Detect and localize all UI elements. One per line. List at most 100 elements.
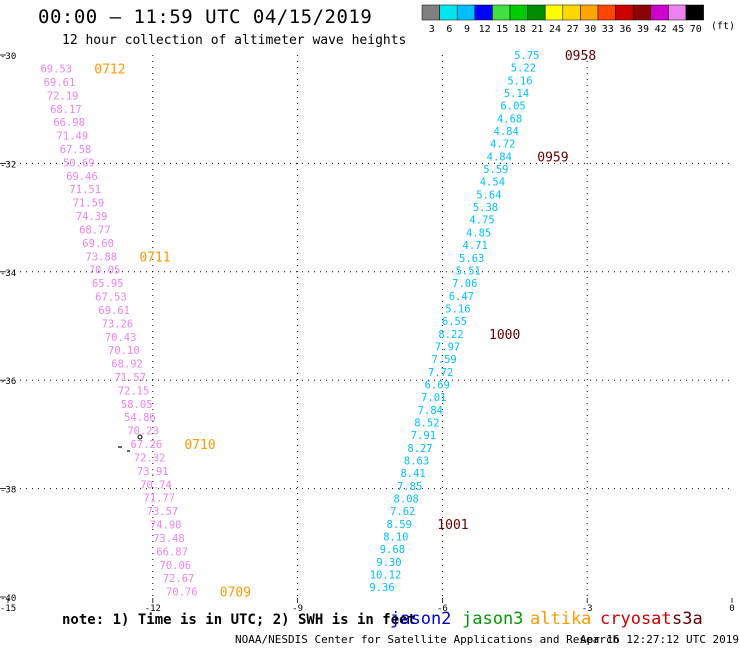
data-label: 6.69 bbox=[425, 379, 450, 391]
scale-label: 33 bbox=[602, 24, 614, 35]
scale-swatch bbox=[439, 4, 458, 21]
scale-swatch bbox=[650, 4, 669, 21]
data-label: 72.15 bbox=[118, 385, 150, 397]
data-label: 73.88 bbox=[86, 251, 118, 263]
data-label: 66.98 bbox=[53, 117, 85, 129]
data-label: 73.48 bbox=[153, 533, 185, 545]
scale-label: 30 bbox=[584, 24, 596, 35]
data-label: 70.76 bbox=[166, 587, 198, 599]
data-label: 4.84 bbox=[487, 151, 512, 163]
scale-label: 36 bbox=[619, 24, 631, 35]
data-label: 6.47 bbox=[449, 291, 474, 303]
data-label: 73.91 bbox=[137, 466, 169, 478]
data-label: 50.69 bbox=[63, 157, 95, 169]
x-tick-label: -15 bbox=[0, 604, 16, 614]
scale-label: 70 bbox=[690, 24, 702, 35]
scale-swatch bbox=[668, 4, 687, 21]
data-label: 70.05 bbox=[89, 265, 121, 277]
data-label: 70.23 bbox=[127, 426, 159, 438]
data-label: 72.19 bbox=[47, 90, 79, 102]
data-label: 9.36 bbox=[369, 582, 394, 594]
data-label: 4.75 bbox=[469, 215, 494, 227]
data-label: 8.27 bbox=[407, 443, 432, 455]
x-tick-label: -9 bbox=[292, 604, 303, 614]
data-label: 68.17 bbox=[50, 104, 82, 116]
scale-label: 6 bbox=[446, 24, 452, 35]
data-label: 67.58 bbox=[60, 144, 92, 156]
data-label: 71.51 bbox=[69, 184, 101, 196]
data-label: 4.72 bbox=[490, 139, 515, 151]
scale-unit-label: (ft) bbox=[711, 21, 736, 32]
scale-swatch bbox=[474, 4, 493, 21]
scale-label: 21 bbox=[531, 24, 543, 35]
data-label: 8.10 bbox=[383, 532, 408, 544]
data-label: 8.22 bbox=[438, 329, 463, 341]
scale-swatch bbox=[527, 4, 546, 21]
color-scale-bar: 3 6 9 12 15 18 21 24 27 30 33 36 39 42 45 70 bbox=[421, 4, 704, 35]
scale-label: 12 bbox=[479, 24, 491, 35]
footer-note: note: 1) Time is in UTC; 2) SWH is in fe… bbox=[62, 612, 417, 628]
data-label: 58.05 bbox=[121, 399, 153, 411]
scale-label: 24 bbox=[549, 24, 561, 35]
data-label: 5.16 bbox=[507, 75, 532, 87]
scale-label: 9 bbox=[464, 24, 470, 35]
time-label: 1000 bbox=[489, 328, 520, 343]
data-label: 69.61 bbox=[98, 305, 130, 317]
data-label: 54.86 bbox=[124, 412, 156, 424]
x-tick-label: -3 bbox=[582, 604, 593, 614]
time-label: 0711 bbox=[139, 250, 170, 265]
data-label: 7.97 bbox=[435, 341, 460, 353]
data-label: 5.51 bbox=[456, 265, 481, 277]
data-label: 72.67 bbox=[163, 573, 195, 585]
data-label: 4.68 bbox=[497, 113, 522, 125]
data-label: 5.22 bbox=[511, 63, 536, 75]
scale-swatch bbox=[562, 4, 581, 21]
data-label: 65.95 bbox=[92, 278, 124, 290]
legend-jason3: jason3 bbox=[462, 609, 524, 629]
scale-label: 39 bbox=[637, 24, 649, 35]
data-label: 6.55 bbox=[442, 316, 467, 328]
data-label: 67.53 bbox=[95, 292, 127, 304]
data-label: 5.38 bbox=[473, 202, 498, 214]
data-label: 69.46 bbox=[66, 171, 98, 183]
time-label: 1001 bbox=[437, 518, 468, 533]
data-label: 8.59 bbox=[387, 519, 412, 531]
legend-s3a: s3a bbox=[672, 609, 703, 629]
data-label: 73.26 bbox=[102, 318, 134, 330]
scale-swatch bbox=[492, 4, 511, 21]
data-label: 7.91 bbox=[411, 430, 436, 442]
scale-label: 27 bbox=[567, 24, 579, 35]
data-label: 69.53 bbox=[40, 64, 72, 76]
data-label: 8.41 bbox=[400, 468, 425, 480]
data-label: 8.52 bbox=[414, 418, 439, 430]
data-label: 5.59 bbox=[483, 164, 508, 176]
time-label: 0709 bbox=[220, 586, 251, 601]
data-label: 74.90 bbox=[150, 520, 182, 532]
data-label: 5.14 bbox=[504, 88, 529, 100]
time-label: 0712 bbox=[94, 63, 125, 78]
scale-label: 18 bbox=[514, 24, 526, 35]
legend-altika: altika bbox=[530, 609, 592, 629]
y-tick-label: -34 bbox=[0, 269, 16, 279]
data-label: 10.12 bbox=[370, 570, 402, 582]
data-label: 8.08 bbox=[394, 494, 419, 506]
time-label: 0959 bbox=[537, 150, 568, 165]
data-label: 68.92 bbox=[111, 359, 143, 371]
y-tick-label: -32 bbox=[0, 160, 16, 170]
scale-swatch bbox=[421, 4, 440, 21]
data-label: 67.26 bbox=[131, 439, 163, 451]
data-label: 9.68 bbox=[380, 544, 405, 556]
scale-swatch bbox=[615, 4, 634, 21]
y-tick-label: -36 bbox=[0, 377, 16, 387]
data-label: 74.39 bbox=[76, 211, 108, 223]
scale-label: 3 bbox=[429, 24, 435, 35]
footer-date: Apr 16 12:27:12 UTC 2019 bbox=[580, 633, 739, 646]
data-label: 73.57 bbox=[147, 506, 179, 518]
scale-swatch bbox=[597, 4, 616, 21]
data-label: 72.32 bbox=[134, 452, 166, 464]
data-label: 70.06 bbox=[160, 560, 192, 572]
time-label: 0958 bbox=[565, 49, 596, 64]
scale-swatch bbox=[632, 4, 652, 21]
data-label: 70.43 bbox=[105, 332, 137, 344]
